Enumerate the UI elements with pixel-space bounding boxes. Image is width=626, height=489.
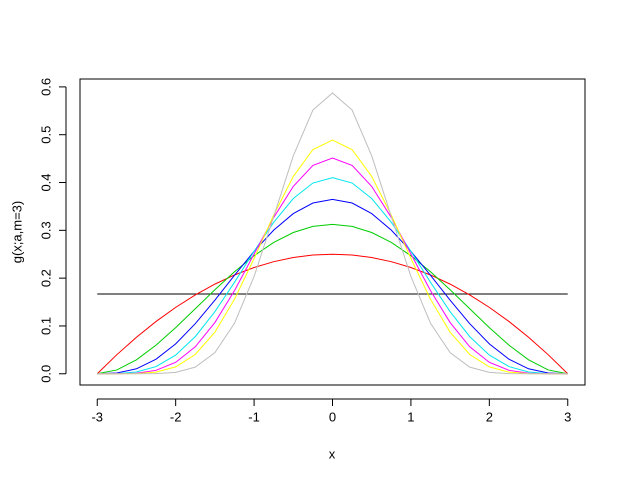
x-axis-label: x bbox=[329, 446, 336, 461]
y-axis-label: g(x;a,m=3) bbox=[9, 201, 24, 264]
y-tick-label: 0.4 bbox=[38, 173, 53, 191]
x-tick-label: -1 bbox=[248, 409, 260, 424]
x-tick-label: 3 bbox=[564, 409, 571, 424]
y-tick-label: 0.3 bbox=[38, 221, 53, 239]
y-tick-label: 0.5 bbox=[38, 126, 53, 144]
series-line bbox=[97, 139, 568, 375]
y-tick-label: 0.0 bbox=[38, 365, 53, 383]
series-line bbox=[97, 198, 568, 375]
series-line bbox=[97, 92, 568, 375]
x-tick-label: -3 bbox=[91, 409, 103, 424]
x-tick-label: 0 bbox=[329, 409, 336, 424]
x-tick-label: -2 bbox=[170, 409, 182, 424]
series-line bbox=[97, 223, 568, 375]
y-tick-label: 0.2 bbox=[38, 269, 53, 287]
x-tick-label: 1 bbox=[407, 409, 414, 424]
series-line bbox=[97, 157, 568, 375]
y-tick-label: 0.6 bbox=[38, 78, 53, 96]
series-line bbox=[96, 253, 569, 375]
plot-box bbox=[79, 78, 586, 386]
y-tick-label: 0.1 bbox=[38, 317, 53, 335]
x-tick-label: 2 bbox=[486, 409, 493, 424]
series-line bbox=[97, 177, 568, 375]
